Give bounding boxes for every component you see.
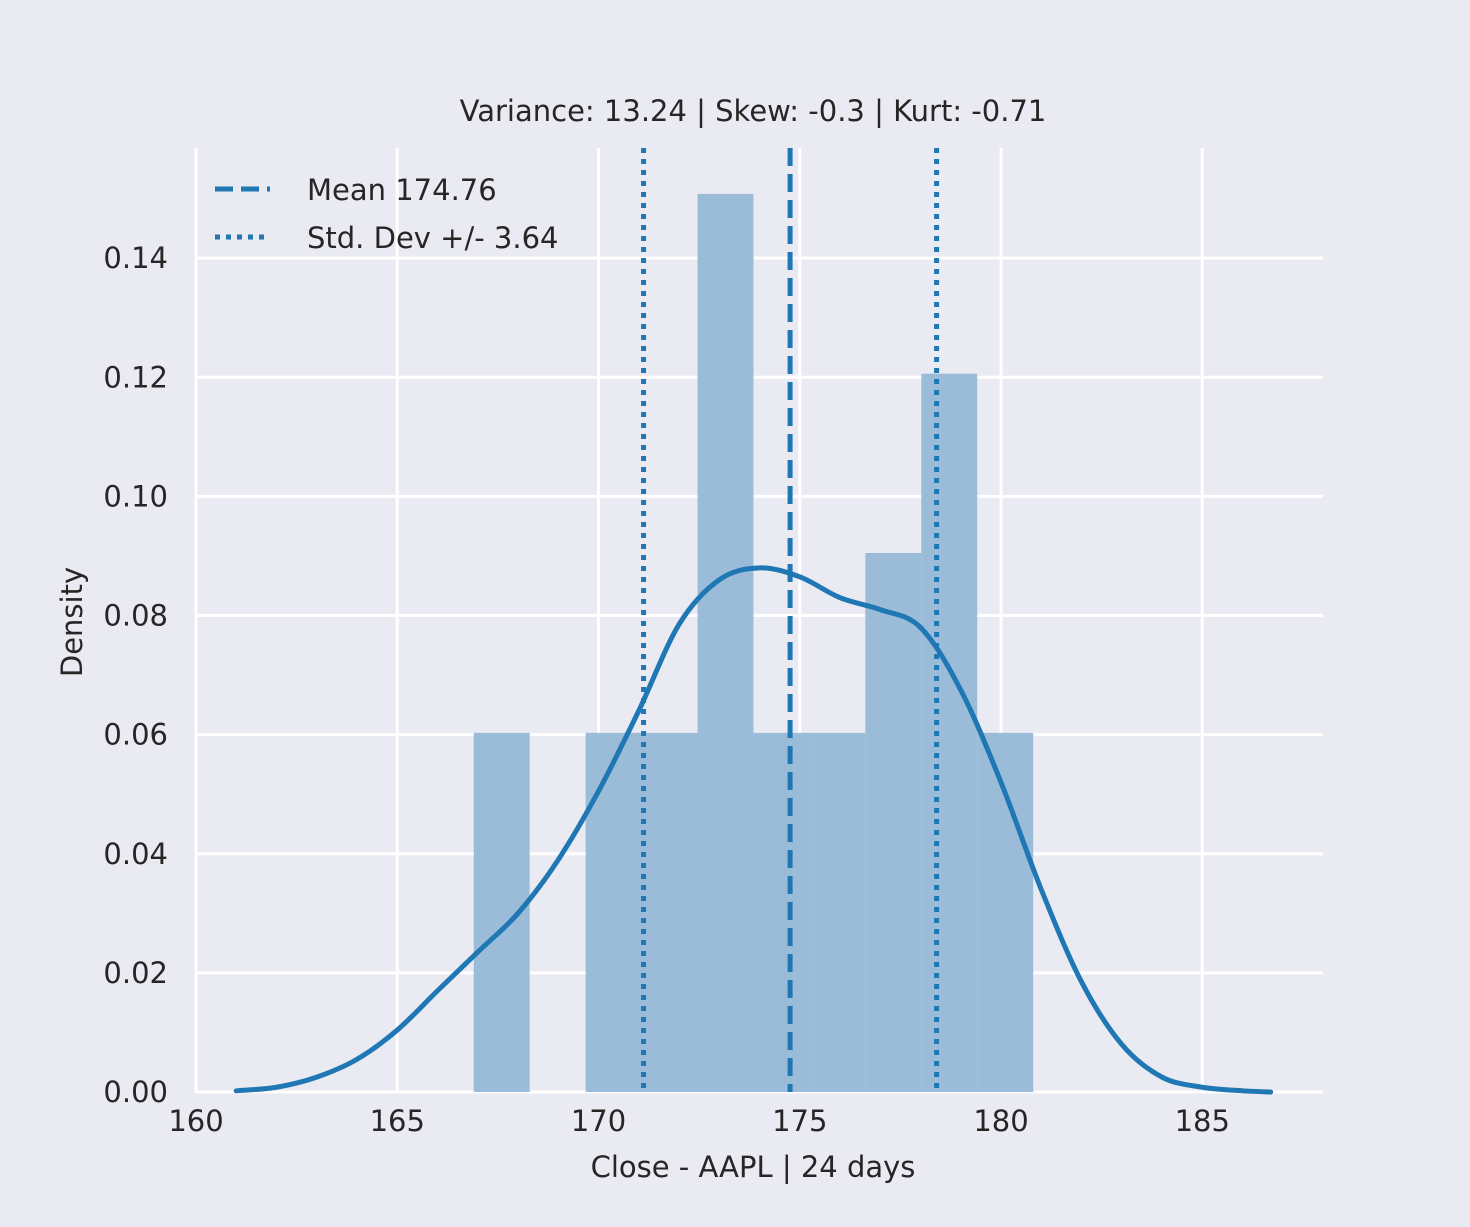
mean-std-lines	[641, 148, 940, 1092]
x-tick-label: 175	[772, 1104, 827, 1138]
x-tick-labels: 160 165 170 175 180 185	[168, 1104, 1230, 1138]
legend-std-label: Std. Dev +/- 3.64	[307, 221, 559, 255]
kde-curve	[233, 565, 1274, 1095]
x-tick-label: 170	[571, 1104, 626, 1138]
histogram-bar	[585, 732, 642, 1092]
y-tick-label: 0.10	[103, 479, 168, 513]
legend: Mean 174.76 Std. Dev +/- 3.64	[215, 173, 559, 255]
kde-curve-group	[233, 565, 1274, 1095]
x-tick-label: 185	[1175, 1104, 1230, 1138]
legend-mean-label: Mean 174.76	[307, 173, 497, 207]
y-tick-label: 0.04	[103, 837, 168, 871]
y-axis-label: Density	[55, 567, 89, 677]
x-tick-label: 160	[168, 1104, 223, 1138]
histogram-bar	[641, 732, 698, 1092]
histogram-bar	[865, 552, 922, 1092]
histogram-bar	[697, 193, 754, 1093]
x-tick-label: 180	[973, 1104, 1028, 1138]
histogram-bar	[921, 373, 978, 1092]
y-tick-label: 0.14	[103, 241, 168, 275]
x-axis-label: Close - AAPL | 24 days	[591, 1150, 916, 1184]
y-tick-label: 0.08	[103, 599, 168, 633]
histogram-bar	[753, 732, 810, 1092]
y-tick-label: 0.06	[103, 718, 168, 752]
x-tick-label: 165	[370, 1104, 425, 1138]
histogram-bars	[473, 193, 1034, 1093]
y-tick-label: 0.02	[103, 956, 168, 990]
chart-title: Variance: 13.24 | Skew: -0.3 | Kurt: -0.…	[460, 94, 1047, 128]
grid-lines	[194, 148, 1323, 1094]
y-tick-label: 0.12	[103, 360, 168, 394]
y-tick-labels: 0.00 0.02 0.04 0.06 0.08 0.10 0.12 0.14	[103, 241, 168, 1109]
histogram-bar	[809, 732, 866, 1092]
y-tick-label: 0.00	[103, 1075, 168, 1109]
